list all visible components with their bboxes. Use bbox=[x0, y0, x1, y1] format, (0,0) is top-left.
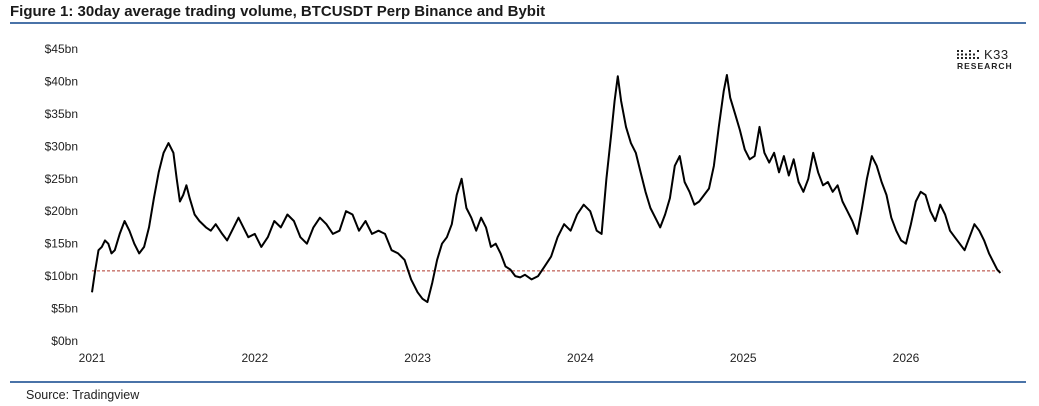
source-note: Source: Tradingview bbox=[26, 388, 140, 402]
y-tick-label: $10bn bbox=[45, 269, 78, 283]
k33-dots-logo-icon bbox=[957, 50, 979, 59]
y-tick-label: $35bn bbox=[45, 107, 78, 121]
y-tick-label: $45bn bbox=[45, 42, 78, 56]
x-tick-label: 2025 bbox=[730, 351, 757, 365]
y-tick-label: $30bn bbox=[45, 139, 78, 153]
figure-title: Figure 1: 30day average trading volume, … bbox=[10, 3, 546, 20]
y-tick-label: $20bn bbox=[45, 204, 78, 218]
logo-text-k33: K33 bbox=[984, 47, 1009, 62]
x-axis: 2021 2022 2023 2024 2025 2026 bbox=[79, 351, 920, 365]
x-tick-label: 2022 bbox=[241, 351, 268, 365]
x-tick-label: 2026 bbox=[893, 351, 920, 365]
y-tick-label: $15bn bbox=[45, 237, 78, 251]
y-tick-label: $0bn bbox=[51, 334, 78, 348]
top-divider bbox=[10, 22, 1026, 24]
series-line-volume bbox=[91, 74, 1002, 304]
x-tick-label: 2023 bbox=[404, 351, 431, 365]
y-tick-label: $5bn bbox=[51, 302, 78, 316]
x-tick-label: 2021 bbox=[79, 351, 106, 365]
x-tick-label: 2024 bbox=[567, 351, 594, 365]
logo-text-research: RESEARCH bbox=[957, 61, 1013, 71]
y-axis: $0bn $5bn $10bn $15bn $20bn $25bn $30bn $35bn $4… bbox=[45, 42, 78, 348]
bottom-divider bbox=[10, 381, 1026, 383]
y-tick-label: $40bn bbox=[45, 74, 78, 88]
line-chart: $0bn $5bn $10bn $15bn $20bn $25bn $30bn $35bn $4… bbox=[45, 42, 1003, 365]
y-tick-label: $25bn bbox=[45, 172, 78, 186]
